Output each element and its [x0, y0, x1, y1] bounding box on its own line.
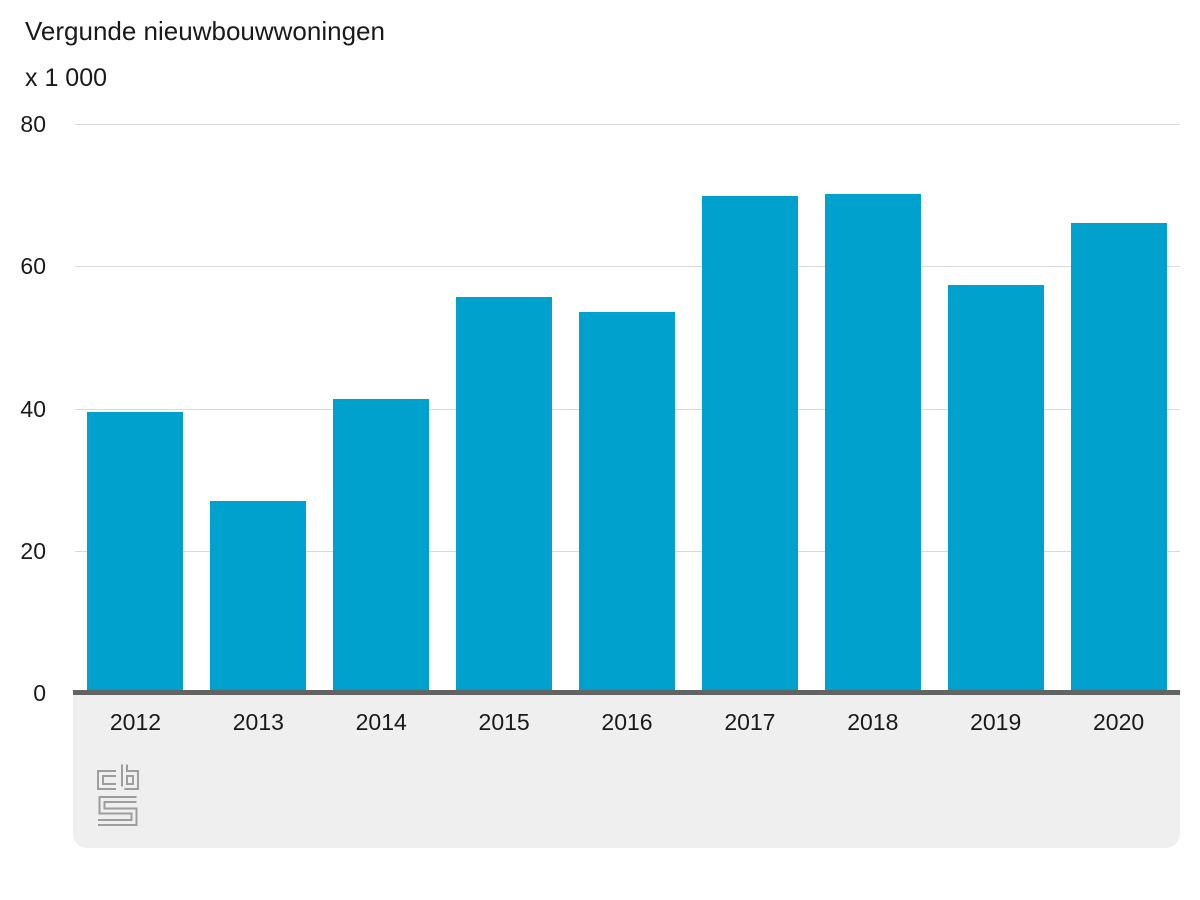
x-tick-label-2013: 2013: [232, 709, 284, 735]
bar-slot-2019: [934, 124, 1057, 693]
bar-slot-2013: [197, 124, 320, 693]
bar-slot-2018: [811, 124, 934, 693]
y-tick-label-20: 20: [20, 537, 46, 564]
bar-2015: [456, 296, 553, 693]
bar-slot-2020: [1057, 124, 1180, 693]
gridline-80: [75, 124, 1180, 125]
x-tick-label-2018: 2018: [847, 709, 899, 735]
bar-slot-2015: [443, 124, 566, 693]
x-axis-line: [73, 690, 1180, 695]
chart-title: Vergunde nieuwbouwwoningen: [25, 16, 385, 46]
bar-series: [74, 124, 1180, 693]
bar-2018: [824, 193, 921, 693]
x-axis-footer: 2012 2013 2014 2015 2016 2017 2018 2019 2020: [73, 695, 1180, 848]
bar-2012: [87, 412, 184, 693]
x-tick-label-2019: 2019: [970, 709, 1022, 735]
unit-label: x 1 000: [25, 64, 108, 92]
bar-2016: [579, 311, 675, 693]
y-tick-label-40: 40: [20, 395, 46, 422]
x-tick-label-2012: 2012: [109, 709, 162, 735]
bar-2020: [1070, 222, 1167, 693]
bar-2017: [701, 195, 798, 693]
y-tick-label-0: 0: [33, 680, 46, 706]
bar-slot-2012: [74, 124, 197, 693]
y-tick-label-80: 80: [20, 111, 46, 137]
x-axis-tick-labels: 2012 2013 2014 2015 2016 2017 2018 2019 2020: [74, 709, 1180, 736]
bar-slot-2014: [320, 124, 443, 693]
plot-area: [74, 124, 1180, 693]
x-tick-label-2016: 2016: [601, 709, 653, 735]
bar-slot-2017: [688, 124, 811, 693]
x-tick-label-2017: 2017: [724, 709, 776, 735]
x-tick-label-2020: 2020: [1092, 709, 1145, 735]
bar-slot-2016: [566, 124, 689, 693]
bar-2013: [210, 500, 307, 693]
bar-2019: [947, 284, 1044, 693]
y-tick-label-60: 60: [20, 253, 46, 280]
x-tick-label-2015: 2015: [478, 709, 530, 735]
x-tick-label-2014: 2014: [355, 709, 407, 735]
bar-2014: [333, 398, 430, 693]
cbs-logo: [97, 764, 139, 826]
gridline-60: [75, 266, 1180, 268]
